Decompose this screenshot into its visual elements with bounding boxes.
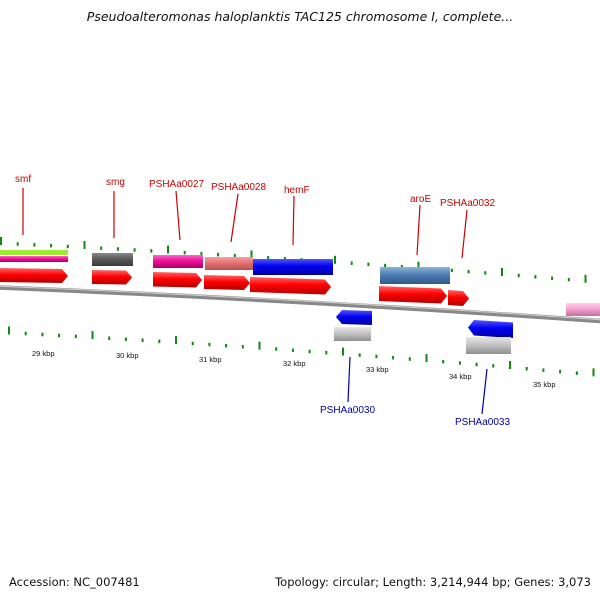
feature-hemF-gene[interactable] [253, 259, 333, 275]
map-title: Pseudoalteromonas haloplanktis TAC125 ch… [86, 9, 514, 24]
gene-labels-top: smf smg PSHAa0027 PSHAa0028 hemF aroE PS… [15, 174, 495, 209]
scale-label: 34 kbp [449, 372, 472, 381]
genome-summary: Topology: circular; Length: 3,214,944 bp… [275, 575, 591, 589]
cds-PSHAa0033[interactable] [468, 320, 513, 338]
cds-PSHAa0030[interactable] [336, 310, 372, 325]
scale-labels: 29 kbp 30 kbp 31 kbp 32 kbp 33 kbp 34 kb… [32, 349, 556, 389]
cds-hemF[interactable] [250, 277, 331, 295]
scale-label: 35 kbp [533, 380, 556, 389]
scale-label: 29 kbp [32, 349, 55, 358]
feature-right-edge-pink[interactable] [566, 303, 600, 316]
scale-label: 30 kbp [116, 351, 139, 360]
scale-label: 31 kbp [199, 355, 222, 364]
feature-smf-magenta[interactable] [0, 256, 68, 262]
cds-PSHAa0027[interactable] [153, 272, 202, 288]
feature-smg-gene[interactable] [92, 253, 133, 266]
gene-label-PSHAa0032[interactable]: PSHAa0032 [440, 198, 495, 209]
cds-smg[interactable] [92, 270, 132, 285]
gene-label-PSHAa0028[interactable]: PSHAa0028 [211, 182, 266, 193]
feature-PSHAa0027-gene[interactable] [153, 255, 203, 268]
cds-PSHAa0028[interactable] [204, 275, 250, 290]
feature-PSHAa0033-gene[interactable] [466, 337, 511, 354]
feature-smf-green[interactable] [0, 250, 68, 255]
cds-aroE[interactable] [379, 286, 447, 304]
cds-smf[interactable] [0, 268, 68, 283]
label-leaders-bottom [347, 356, 488, 415]
gene-label-PSHAa0033[interactable]: PSHAa0033 [455, 417, 510, 428]
genome-backbone-highlight [0, 285, 600, 321]
scale-label: 32 kbp [283, 359, 306, 368]
label-leaders-top [22, 188, 468, 259]
gene-label-PSHAa0030[interactable]: PSHAa0030 [320, 405, 375, 416]
scale-label: 33 kbp [366, 365, 389, 374]
cds-PSHAa0032[interactable] [448, 290, 469, 306]
scale-ticks-bottom [8, 326, 595, 377]
gene-label-hemF[interactable]: hemF [284, 185, 310, 196]
feature-PSHAa0030-gene[interactable] [334, 327, 371, 341]
gene-label-smg[interactable]: smg [106, 177, 125, 188]
accession-label: Accession: NC_007481 [9, 575, 140, 589]
gene-labels-bottom: PSHAa0030 PSHAa0033 [320, 405, 510, 428]
genome-backbone [0, 285, 600, 324]
gene-label-aroE[interactable]: aroE [410, 194, 431, 205]
gene-label-smf[interactable]: smf [15, 174, 31, 185]
feature-PSHAa0028-gene[interactable] [205, 257, 253, 270]
gene-label-PSHAa0027[interactable]: PSHAa0027 [149, 179, 204, 190]
feature-aroE-gene[interactable] [380, 267, 450, 284]
